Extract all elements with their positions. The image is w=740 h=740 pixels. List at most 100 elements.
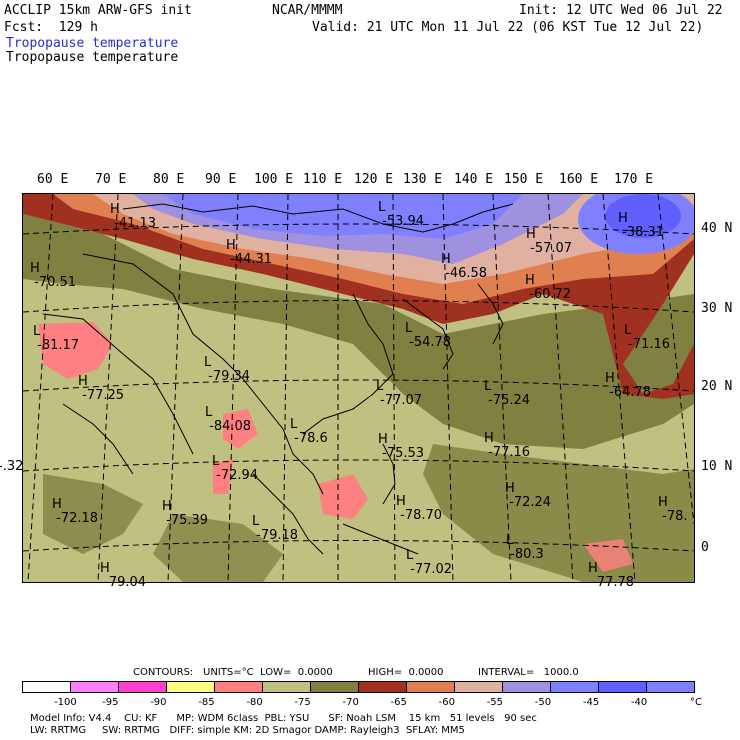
contours-units: UNITS=°C — [203, 667, 254, 678]
fill-band-70-west — [43, 474, 143, 554]
extremum-label: L -79.34 — [204, 355, 251, 384]
color-bar-tick-label: -85 — [198, 697, 215, 708]
color-bar-swatch — [167, 682, 215, 692]
color-bar-swatch — [215, 682, 263, 692]
lat-label: 30 N — [701, 301, 733, 316]
color-bar-tick-label: -60 — [438, 697, 455, 708]
extremum-label: H -77.16 — [484, 431, 531, 460]
extremum-label: H -72.18 — [52, 497, 99, 526]
center-label: NCAR/MMMM — [272, 3, 343, 18]
extremum-label: H -78. — [658, 495, 688, 524]
lon-label: 90 E — [205, 172, 237, 187]
extremum-label: H -57.07 — [526, 227, 573, 256]
fill-band-70-southwest — [153, 514, 283, 582]
color-bar-swatch — [71, 682, 119, 692]
color-bar-swatch — [455, 682, 503, 692]
color-bar-tick-label: -75 — [294, 697, 311, 708]
field-title-secondary: Tropopause temperature — [6, 50, 179, 65]
init-time: Init: 12 UTC Wed 06 Jul 22 — [519, 3, 723, 18]
extremum-label: L -84.08 — [205, 405, 252, 434]
extremum-label: H -72.24 — [505, 481, 552, 510]
cold-spot — [318, 474, 368, 519]
forecast-hour: Fcst: 129 h — [4, 20, 98, 35]
extremum-label: L -53.94 — [378, 200, 425, 229]
lon-label: 120 E — [354, 172, 394, 187]
extremum-label: H -70.51 — [30, 261, 77, 290]
color-bar-swatch — [263, 682, 311, 692]
color-bar-swatch — [311, 682, 359, 692]
color-bar-swatch — [599, 682, 647, 692]
color-bar-swatch — [503, 682, 551, 692]
extremum-label: H -75.39 — [162, 499, 209, 528]
lon-label: 160 E — [559, 172, 599, 187]
lat-label: 20 N — [701, 379, 733, 394]
extremum-label: H -44.31 — [226, 238, 273, 267]
extremum-label: H -78.70 — [396, 494, 443, 523]
color-bar — [22, 681, 695, 693]
extremum-label: L -71.16 — [624, 323, 671, 352]
lat-label: 0 — [701, 540, 709, 555]
extremum-label: L -79.18 — [252, 514, 299, 543]
color-bar-tick-label: -100 — [54, 697, 77, 708]
color-bar-tick-label: -65 — [390, 697, 407, 708]
extremum-label: L -77.02 — [406, 548, 453, 577]
extremum-label: L -54.78 — [405, 321, 452, 350]
color-bar-swatch — [647, 682, 694, 692]
color-bar-tick-label: -50 — [534, 697, 552, 708]
extremum-label: H -46.58 — [441, 252, 488, 281]
graticule — [23, 194, 694, 582]
contours-high: HIGH= 0.0000 — [368, 667, 444, 678]
extremum-label: H -75.53 — [378, 432, 425, 461]
extremum-label: H -64.78 — [605, 371, 652, 400]
extremum-label: H -77.25 — [78, 374, 125, 403]
color-bar-swatch — [23, 682, 71, 692]
color-bar-tick-label: -45 — [582, 697, 600, 708]
model-info-line-1: Model Info: V4.4 CU: KF MP: WDM 6class P… — [30, 713, 537, 724]
contours-interval: INTERVAL= 1000.0 — [478, 667, 579, 678]
extremum-label: L -75.24 — [484, 379, 531, 408]
color-bar-tick-label: -40 — [630, 697, 648, 708]
lon-label: 110 E — [303, 172, 343, 187]
extremum-label: H -38.31 — [618, 211, 665, 240]
color-bar-tick-label: -70 — [342, 697, 359, 708]
valid-time: Valid: 21 UTC Mon 11 Jul 22 (06 KST Tue … — [312, 20, 704, 35]
color-bar-unit: °C — [690, 697, 702, 708]
model-info-line-2: LW: RRTMG SW: RRTMG DIFF: simple KM: 2D … — [30, 725, 465, 736]
lon-label: 100 E — [254, 172, 294, 187]
extremum-label: H -60.72 — [525, 273, 572, 302]
lat-label: 10 N — [701, 459, 733, 474]
extremum-label: L -72.94 — [212, 454, 259, 483]
extremum-label: L -78.6 — [290, 417, 328, 446]
color-bar-swatch — [119, 682, 167, 692]
map-panel — [22, 193, 695, 583]
cold-spot — [38, 322, 113, 379]
lon-label: 130 E — [403, 172, 443, 187]
field-title-primary: Tropopause temperature — [6, 36, 179, 51]
extremum-label: H -79.04 — [100, 561, 147, 590]
color-bar-tick-label: -90 — [150, 697, 167, 708]
lon-label: 170 E — [614, 172, 654, 187]
lon-label: 150 E — [504, 172, 544, 187]
lon-label: 60 E — [37, 172, 69, 187]
color-bar-tick-label: -95 — [102, 697, 119, 708]
fill-band-45 — [163, 194, 523, 239]
color-bar-tick-label: -55 — [486, 697, 504, 708]
extremum-label: L -81.17 — [33, 324, 80, 353]
fill-band-70 — [23, 214, 694, 449]
cold-spot — [213, 459, 233, 494]
lon-label: 70 E — [95, 172, 127, 187]
extremum-label: L -77.07 — [376, 379, 423, 408]
tropopause-temperature-field — [23, 194, 694, 582]
model-title: ACCLIP 15km ARW-GFS init — [4, 3, 192, 18]
cold-spot — [583, 539, 633, 572]
contours-label: CONTOURS: — [133, 667, 194, 678]
extremum-label: H -77.78 — [588, 561, 635, 590]
lon-label: 80 E — [153, 172, 185, 187]
color-bar-swatch — [359, 682, 407, 692]
extremum-label: L -80.3 — [506, 533, 544, 562]
contours-low: LOW= 0.0000 — [260, 667, 333, 678]
color-bar-swatch — [407, 682, 455, 692]
lat-label: 40 N — [701, 221, 733, 236]
color-bar-swatch — [551, 682, 599, 692]
color-bar-tick-label: -80 — [246, 697, 263, 708]
